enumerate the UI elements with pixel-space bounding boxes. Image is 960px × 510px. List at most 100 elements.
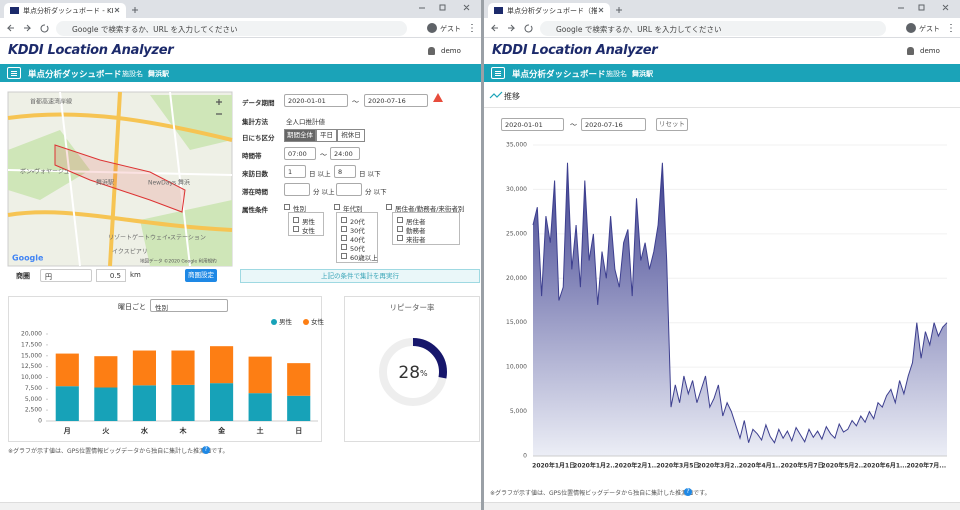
checkbox[interactable] [341, 217, 347, 223]
checkbox[interactable] [334, 204, 340, 210]
divider-line [484, 107, 960, 108]
footnote: ※グラフが示す値は、GPS位置情報ビッグデータから独自に集計した推測値です。 [8, 448, 229, 455]
checkbox[interactable] [341, 226, 347, 232]
logo: KDDI Location Analyzer [8, 43, 178, 59]
attribute-group-name: 居住者/勤務者/来街者別 [395, 205, 465, 213]
attribute-option: 50代 [350, 245, 365, 253]
checkbox[interactable] [397, 217, 403, 223]
bell-icon [428, 47, 435, 55]
tab: 単点分析ダッシュボード（推移） - K [488, 3, 610, 18]
help-icon[interactable]: ? [202, 446, 210, 454]
page-title: 単点分析ダッシュボード [28, 70, 122, 80]
checkbox[interactable] [293, 226, 299, 232]
tab-title: 単点分析ダッシュボード - KDDI Loca [23, 7, 113, 15]
favicon [494, 7, 503, 14]
visits-max[interactable]: 8 [334, 165, 356, 178]
browser-window: 単点分析ダッシュボード（推移） - K Google で検索するか、URL を入力… [484, 0, 960, 510]
stay-min-unit: 分 以上 [313, 188, 335, 196]
facility-name: 舞浜駅 [148, 70, 169, 78]
attribute-options: 居住者 勤務者 来街者 [392, 212, 460, 245]
address-text[interactable]: Google で検索するか、URL を入力してください [72, 25, 238, 34]
checkbox[interactable] [341, 244, 347, 250]
attribute-options: 20代 30代 40代 50代 60歳以上 [336, 212, 378, 263]
trend-heading: 推移 [504, 92, 520, 101]
stay-max[interactable] [336, 183, 362, 196]
day-type-button[interactable]: 祝休日 [337, 129, 365, 142]
repeater-card [344, 296, 480, 442]
form-label: データ期間 [242, 99, 275, 107]
radius-unit: km [130, 271, 141, 279]
end-date[interactable]: 2020-07-16 [364, 94, 428, 107]
checkbox[interactable] [397, 226, 403, 232]
divider [481, 0, 484, 510]
browser-window: 単点分析ダッシュボード - KDDI Loca Google で検索するか、URL… [0, 0, 481, 510]
menu-button[interactable] [491, 67, 505, 79]
start-date[interactable]: 2020-01-01 [284, 94, 348, 107]
method-value: 全人口推計値 [286, 118, 325, 126]
checkbox[interactable] [293, 217, 299, 223]
app-header [484, 38, 960, 64]
weekday-label: 曜日ごと [118, 303, 146, 311]
attribute-option: 30代 [350, 227, 365, 235]
omnibox [56, 21, 407, 36]
visits-max-unit: 日 以下 [359, 170, 381, 178]
submit-button[interactable]: 上記の条件で集計を再実行 [240, 269, 480, 283]
reset-button[interactable]: リセット [656, 118, 688, 131]
bell-icon [907, 47, 914, 55]
checkbox[interactable] [284, 204, 290, 210]
checkbox[interactable] [341, 235, 347, 241]
facility-name: 舞浜駅 [632, 70, 653, 78]
weekday-card [8, 296, 322, 442]
stay-max-unit: 分 以下 [365, 188, 387, 196]
day-type-button[interactable]: 期間全体 [284, 129, 316, 142]
app-header [0, 38, 481, 64]
area-shape-select[interactable]: 円 [40, 269, 92, 282]
trend-start-date[interactable]: 2020-01-01 [501, 118, 564, 131]
footnote: ※グラフが示す値は、GPS位置情報ビッグデータから独自に集計した推測値です。 [490, 490, 711, 497]
attribute-option: 居住者 [406, 218, 426, 226]
visits-min[interactable]: 1 [284, 165, 306, 178]
tab: 単点分析ダッシュボード - KDDI Loca [4, 3, 126, 18]
attribute-group-name: 年代別 [343, 205, 363, 213]
time-end[interactable]: 24:00 [330, 147, 360, 160]
area-set-button[interactable]: 商圏設定 [185, 269, 217, 282]
trend-range-sep: ～ [570, 121, 577, 129]
profile-name: ゲスト [440, 25, 461, 33]
checkbox[interactable] [397, 235, 403, 241]
logo-product: Location Analyzer [531, 43, 658, 58]
menu-button[interactable] [7, 67, 21, 79]
zoom-control[interactable] [212, 95, 226, 121]
logo-product: Location Analyzer [47, 43, 174, 58]
form-label: 時間帯 [242, 152, 262, 160]
checkbox[interactable] [386, 204, 392, 210]
account-menu[interactable]: demo [441, 47, 461, 55]
form-label: 日にち区分 [242, 134, 275, 142]
time-start[interactable]: 07:00 [284, 147, 316, 160]
profile-icon [906, 23, 916, 33]
attribute-option: 20代 [350, 218, 365, 226]
help-icon[interactable]: ? [684, 488, 692, 496]
scrollbar [0, 502, 481, 510]
checkbox[interactable] [341, 253, 347, 259]
stay-min[interactable] [284, 183, 310, 196]
attribute-options: 男性 女性 [288, 212, 324, 236]
day-type-button[interactable]: 平日 [316, 129, 337, 142]
address-text[interactable]: Google で検索するか、URL を入力してください [556, 25, 722, 34]
attribute-group-name: 性別 [293, 205, 306, 213]
form-label: 来訪日数 [242, 170, 268, 178]
logo: KDDI Location Analyzer [492, 43, 662, 59]
trend-end-date[interactable]: 2020-07-16 [581, 118, 646, 131]
omnibox [540, 21, 886, 36]
tab-title: 単点分析ダッシュボード（推移） - K [507, 7, 597, 15]
weekday-select[interactable]: 性別 [150, 299, 228, 312]
area-label: 商圏 [16, 272, 30, 280]
form-label: 集計方法 [242, 118, 268, 126]
radius-input[interactable]: 0.5 [96, 269, 126, 282]
facility-label: 施設名 [606, 70, 627, 78]
facility-label: 施設名 [122, 70, 143, 78]
account-menu[interactable]: demo [920, 47, 940, 55]
attribute-option: 来街者 [406, 236, 426, 244]
form-label: 属性条件 [242, 206, 268, 214]
